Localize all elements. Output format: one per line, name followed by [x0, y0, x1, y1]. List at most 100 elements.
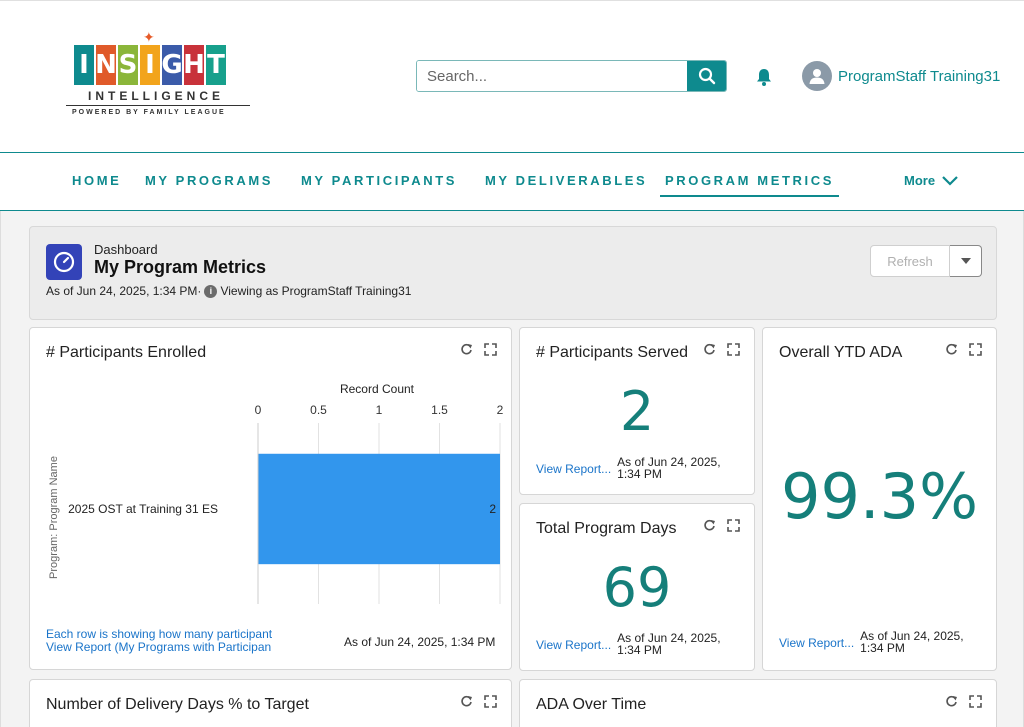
card-title: # Participants Enrolled [46, 344, 207, 361]
as-of-time: 1:34 PM [617, 643, 662, 657]
refresh-icon[interactable] [459, 342, 473, 356]
nav-item-my-programs[interactable]: MY PROGRAMS [145, 173, 274, 188]
info-icon[interactable]: i [204, 284, 218, 298]
x-tick-label: 1.5 [431, 403, 448, 417]
bar [258, 453, 500, 565]
nav-item-my-participants[interactable]: MY PARTICIPANTS [301, 173, 458, 188]
view-report-link[interactable]: View Report... [536, 638, 612, 652]
chart-footnote: Each row is showing how many participant… [46, 628, 272, 654]
card-overall-ytd-ada: Overall YTD ADA 99.3% View Report... As … [762, 327, 997, 671]
card-tools [459, 342, 497, 356]
dashboard-icon [46, 244, 82, 280]
chevron-down-icon [942, 175, 958, 186]
as-of-text: As of Jun 24, 2025, 1:34 PM· [46, 284, 202, 298]
as-of-date: As of Jun 24, 2025, [617, 631, 721, 645]
expand-icon[interactable] [968, 342, 982, 356]
y-axis-title: Program: Program Name [48, 456, 60, 579]
view-report-link[interactable]: View Report... [536, 462, 612, 476]
logo-letter-tile: I [140, 45, 160, 85]
expand-icon[interactable] [726, 342, 740, 356]
dashboard-as-of: As of Jun 24, 2025, 1:34 PM· i Viewing a… [46, 284, 411, 298]
card-title: # Participants Served [536, 344, 689, 361]
user-icon [809, 69, 825, 84]
logo-rule [66, 105, 250, 106]
card-footer: View Report... As of Jun 24, 2025, 1:34 … [536, 456, 721, 480]
card-delivery-days-to-target: Number of Delivery Days % to Target [29, 679, 512, 727]
expand-icon[interactable] [483, 694, 497, 708]
butterfly-icon: ✦ [143, 29, 155, 45]
metric-as-of: As of Jun 24, 2025, 1:34 PM [860, 630, 963, 654]
expand-icon[interactable] [726, 518, 740, 532]
main-nav: HOME MY PROGRAMS MY PARTICIPANTS MY DELI… [0, 152, 1024, 211]
nav-item-program-metrics[interactable]: PROGRAM METRICS [660, 173, 839, 197]
search-input[interactable] [417, 61, 687, 91]
search-bar [416, 60, 727, 92]
nav-more-menu[interactable]: More [904, 173, 959, 188]
logo-letter-tile: H [183, 45, 205, 85]
card-tools [944, 694, 982, 708]
card-title: Number of Delivery Days % to Target [46, 696, 309, 713]
search-icon [698, 67, 715, 85]
logo-tagline: INTELLIGENCE [88, 89, 225, 103]
x-tick-label: 0 [255, 403, 262, 417]
user-menu[interactable]: ProgramStaff Training31 [802, 61, 1000, 91]
card-total-program-days: Total Program Days 69 View Report... As … [519, 503, 755, 671]
card-tools [702, 342, 740, 356]
refresh-button[interactable]: Refresh [870, 245, 950, 277]
page-title: My Program Metrics [94, 257, 267, 277]
x-tick-label: 0.5 [310, 403, 327, 417]
logo-letter-tile: S [118, 45, 138, 85]
card-footer: View Report... As of Jun 24, 2025, 1:34 … [779, 630, 964, 654]
card-title: ADA Over Time [536, 696, 647, 713]
metric-as-of: As of Jun 24, 2025, 1:34 PM [617, 456, 720, 480]
card-tools [459, 694, 497, 708]
metric-value: 99.3% [781, 460, 978, 533]
nav-more-label: More [904, 173, 936, 188]
refresh-icon[interactable] [944, 694, 958, 708]
refresh-dropdown-button[interactable] [950, 245, 982, 277]
notifications-button[interactable] [754, 67, 774, 92]
expand-icon[interactable] [968, 694, 982, 708]
chart-footnote-description: Each row is showing how many participant [46, 628, 272, 641]
card-title: Total Program Days [536, 520, 677, 537]
card-title: Overall YTD ADA [779, 344, 903, 361]
chart-as-of: As of Jun 24, 2025, 1:34 PM [344, 635, 496, 649]
as-of-time: 1:34 PM [860, 641, 905, 655]
card-participants-served: # Participants Served 2 View Report... A… [519, 327, 755, 495]
metric-value: 2 [619, 380, 655, 443]
logo-letter-tile: T [206, 45, 226, 85]
avatar [802, 61, 832, 91]
nav-item-my-deliverables[interactable]: MY DELIVERABLES [485, 173, 648, 188]
as-of-date: As of Jun 24, 2025, [860, 629, 964, 643]
nav-item-home[interactable]: HOME [72, 173, 122, 188]
refresh-icon[interactable] [702, 342, 716, 356]
x-tick-label: 2 [497, 403, 504, 417]
view-report-link[interactable]: View Report (My Programs with Participan [46, 640, 272, 654]
data-label: 2 [489, 502, 496, 516]
dashboard-header: Dashboard My Program Metrics As of Jun 2… [29, 226, 997, 320]
x-axis-title: Record Count [340, 382, 415, 396]
caret-down-icon [960, 258, 971, 264]
as-of-date: As of Jun 24, 2025, [617, 455, 721, 469]
metric-value: 69 [602, 556, 672, 619]
card-participants-enrolled: # Participants Enrolled Record Count 0 0.5… [29, 327, 512, 670]
viewing-as-text: Viewing as ProgramStaff Training31 [220, 284, 412, 298]
x-tick-label: 1 [376, 403, 383, 417]
card-tools [944, 342, 982, 356]
refresh-icon[interactable] [944, 342, 958, 356]
search-button[interactable] [687, 61, 726, 91]
user-name[interactable]: ProgramStaff Training31 [838, 67, 1001, 85]
refresh-button-group: Refresh [870, 245, 982, 277]
refresh-icon[interactable] [459, 694, 473, 708]
view-report-link[interactable]: View Report... [779, 636, 855, 650]
enrolled-bar-chart: Record Count 0 0.5 1 1.5 2 Program: Program Na… [48, 382, 504, 604]
logo-letter-tile: I [74, 45, 94, 85]
expand-icon[interactable] [483, 342, 497, 356]
bell-icon [757, 69, 771, 86]
metric-as-of: As of Jun 24, 2025, 1:34 PM [617, 632, 720, 656]
logo-powered-by: POWERED BY FAMILY LEAGUE [72, 109, 226, 116]
refresh-icon[interactable] [702, 518, 716, 532]
